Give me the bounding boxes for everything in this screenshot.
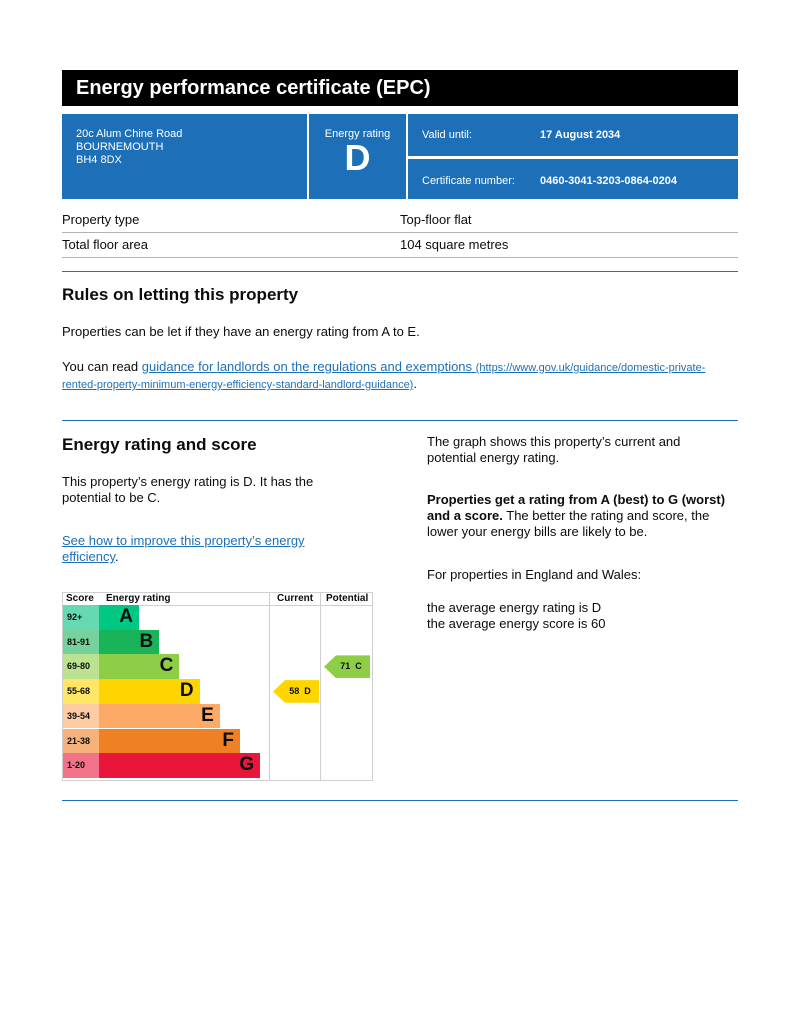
address-line: BH4 8DX [76,154,122,166]
header-current: Current [277,593,314,604]
guidance-prefix: You can read [62,359,142,374]
property-type-label: Property type [62,212,140,227]
header-potential: Potential [326,593,369,604]
band-bar-C: C [99,654,180,680]
link-url: (https://www.gov.uk/guidance/domestic-pr… [62,362,706,391]
potential-rating-arrow: 71 C [324,655,370,679]
graph-explainer: The graph shows this property’s current … [427,434,681,465]
floor-area-label: Total floor area [62,237,148,252]
address-block: 20c Alum Chine Road BOURNEMOUTH BH4 8DX [62,114,307,199]
valid-until-value: 17 August 2034 [540,129,621,141]
band-score-G: 1-20 [63,753,99,778]
score-text: This property’s energy rating is D. It h… [62,474,314,505]
floor-area-value: 104 square metres [400,237,509,252]
floor-area-row: Total floor area 104 square metres [62,233,738,258]
rating-explainer-rest: The better the rating and score, the low… [427,508,710,539]
energy-rating-value: D [344,137,371,178]
energy-rating-chart: Score Energy rating Current Potential 92… [62,592,373,781]
property-type-row: Property type Top-floor flat [62,208,738,233]
rating-explainer: Properties get a rating from A (best) to… [427,492,732,540]
band-score-E: 39-54 [63,703,99,729]
band-bar-F: F [99,728,240,754]
band-bar-D: D [99,679,200,704]
link-suffix: . [115,549,119,564]
improve-efficiency-link[interactable]: See how to improve this property’s energ… [62,533,305,564]
address-line: 20c Alum Chine Road [76,128,183,140]
certificate-number-value: 0460-3041-3203-0864-0204 [540,175,678,187]
average-rating-text: the average energy rating is D [427,600,602,615]
address-line: BOURNEMOUTH [76,141,164,153]
average-score-text: the average energy score is 60 [427,616,606,631]
valid-until-block: Valid until: 17 August 2034 [408,114,738,156]
rules-heading: Rules on letting this property [62,285,299,304]
rules-text: Properties can be let if they have an en… [62,324,420,339]
energy-rating-label: Energy rating [324,128,391,140]
rules-guidance-text: You can read guidance for landlords on t… [62,359,722,393]
valid-until-label: Valid until: [422,129,472,141]
current-rating-arrow: 58 D [273,680,319,703]
certificate-number-label: Certificate number: [422,175,515,187]
england-wales-text: For properties in England and Wales: [427,567,642,582]
divider [62,800,738,801]
band-bar-B: B [99,629,160,655]
band-score-A: 92+ [63,605,99,630]
score-heading: Energy rating and score [62,435,257,454]
certificate-number-block: Certificate number: 0460-3041-3203-0864-… [408,159,738,199]
page-title: Energy performance certificate (EPC) [62,70,738,106]
band-score-F: 21-38 [63,728,99,754]
header-score: Score [66,593,94,604]
band-bar-E: E [99,703,220,729]
property-type-value: Top-floor flat [400,212,472,227]
landlord-guidance-link[interactable]: guidance for landlords on the regulation… [62,359,705,391]
link-text: guidance for landlords on the regulation… [141,359,473,374]
band-score-C: 69-80 [63,654,99,680]
band-score-B: 81-91 [63,629,99,655]
energy-rating-block: Energy rating D [309,114,406,199]
divider [62,271,738,272]
guidance-suffix: . [413,376,417,391]
divider [62,420,738,421]
band-score-D: 55-68 [63,679,99,704]
improve-text: See how to improve this property’s energ… [62,533,332,565]
rating-explainer-bold: Properties get a rating from A (best) to… [427,492,726,523]
band-bar-G: G [99,753,261,778]
header-energy-rating: Energy rating [106,593,171,604]
band-bar-A: A [99,605,139,630]
